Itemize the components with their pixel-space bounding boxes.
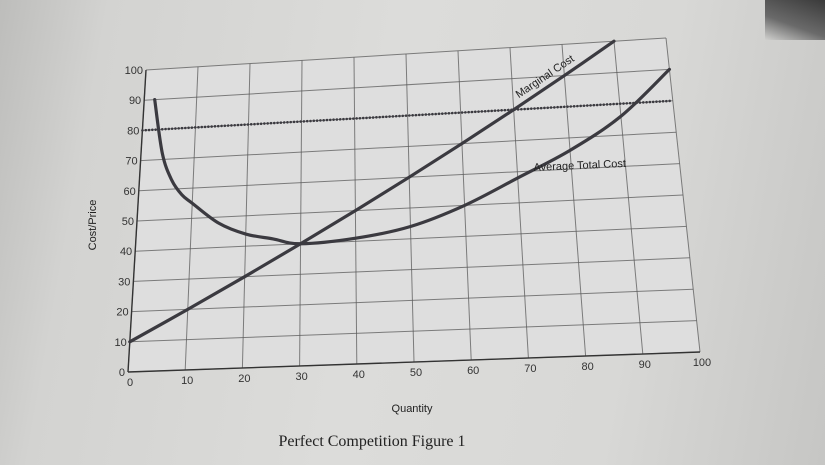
grid-line-horizontal: [133, 257, 690, 282]
grid-line-horizontal: [135, 225, 687, 252]
y-tick-label: 40: [120, 246, 132, 258]
average-total-cost-curve: [153, 67, 671, 246]
x-tick-label: 40: [353, 369, 365, 381]
x-tick-label: 70: [524, 363, 536, 375]
y-tick-label: 50: [122, 216, 134, 228]
grid-line-horizontal: [136, 194, 684, 222]
y-tick-label: 70: [125, 156, 137, 168]
x-tick-label: 30: [295, 371, 307, 383]
y-axis-line: [127, 69, 147, 373]
y-tick-label: 100: [125, 65, 143, 77]
marginal-cost-curve: [128, 39, 616, 344]
y-tick-label: 60: [124, 186, 136, 198]
grid-line-horizontal: [131, 288, 694, 313]
figure-caption: Perfect Competition Figure 1: [278, 433, 465, 450]
x-axis-title: Quantity: [392, 403, 433, 415]
x-tick-label: 10: [181, 375, 193, 387]
x-tick-label: 50: [410, 367, 422, 379]
y-tick-label: 80: [127, 125, 139, 137]
y-tick-label: 10: [115, 337, 127, 349]
price-line: [141, 99, 675, 132]
x-tick-label: 100: [693, 357, 711, 369]
plot-area: [128, 38, 700, 372]
dark-corner: [765, 0, 825, 40]
x-axis-line: [127, 351, 701, 373]
x-tick-label: 60: [467, 365, 479, 377]
tick-labels: 0 10 20 30 40 50 60 70 80 90 100 0 10 20 30 40 50 60 70 80 9…: [115, 65, 712, 389]
average-total-cost-label: Average Total Cost: [533, 158, 626, 174]
x-tick-label: 90: [639, 359, 651, 371]
grid-line-horizontal: [129, 320, 697, 343]
grid-line-horizontal: [144, 68, 670, 101]
y-tick-label: 20: [116, 307, 128, 319]
x-tick-label: 20: [238, 373, 250, 385]
x-tick-label: 80: [581, 361, 593, 373]
chart-grid: [127, 37, 701, 373]
y-tick-label: 90: [129, 95, 141, 107]
chart-curves: [128, 39, 675, 344]
x-tick-label: 0: [127, 377, 133, 389]
grid-line-horizontal: [145, 37, 667, 71]
y-tick-label: 0: [119, 367, 125, 379]
y-tick-label: 30: [118, 276, 130, 288]
grid-line-horizontal: [140, 131, 677, 162]
y-axis-title: Cost/Price: [87, 200, 99, 251]
